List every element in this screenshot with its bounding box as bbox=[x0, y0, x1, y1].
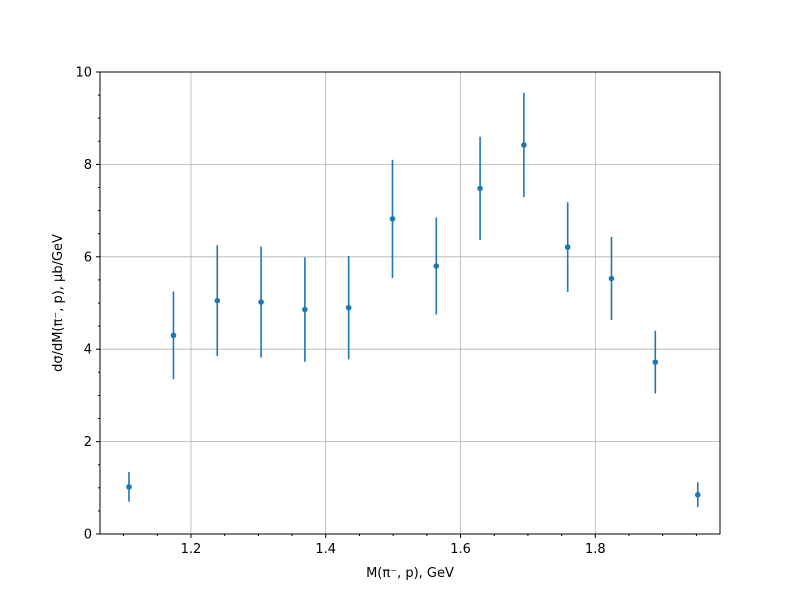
data-point bbox=[433, 263, 440, 269]
data-point bbox=[389, 216, 396, 222]
data-point bbox=[694, 491, 701, 498]
data-point bbox=[170, 332, 177, 339]
y-tick-label: 2 bbox=[84, 435, 92, 450]
y-tick-label: 0 bbox=[84, 528, 92, 543]
data-point bbox=[258, 299, 264, 305]
x-tick-label: 1.8 bbox=[585, 542, 606, 557]
data-point bbox=[477, 185, 483, 192]
data-point bbox=[652, 359, 659, 365]
data-point bbox=[564, 244, 571, 250]
data-series bbox=[126, 92, 701, 508]
data-point bbox=[608, 275, 615, 282]
data-point bbox=[302, 306, 308, 313]
data-point bbox=[521, 142, 527, 148]
x-axis-label: M(π⁻, p), GeV bbox=[366, 566, 454, 581]
y-axis-label: dσ/dM(π⁻, p), μb/GeV bbox=[51, 234, 66, 372]
grid bbox=[100, 72, 720, 534]
data-point bbox=[214, 297, 221, 304]
x-tick-label: 1.6 bbox=[450, 542, 471, 557]
plot-frame bbox=[99, 71, 721, 535]
data-point bbox=[345, 304, 352, 311]
y-tick-label: 6 bbox=[84, 250, 92, 265]
y-tick-label: 10 bbox=[75, 66, 92, 81]
x-tick-label: 1.4 bbox=[315, 542, 336, 557]
y-tick-label: 8 bbox=[84, 158, 92, 173]
axis-ticks: 1.2 1.4 1.6 1.8 0 2 4 6 8 10 bbox=[75, 66, 697, 557]
data-point bbox=[126, 484, 132, 490]
x-tick-label: 1.2 bbox=[181, 542, 202, 557]
y-tick-label: 4 bbox=[84, 343, 92, 358]
